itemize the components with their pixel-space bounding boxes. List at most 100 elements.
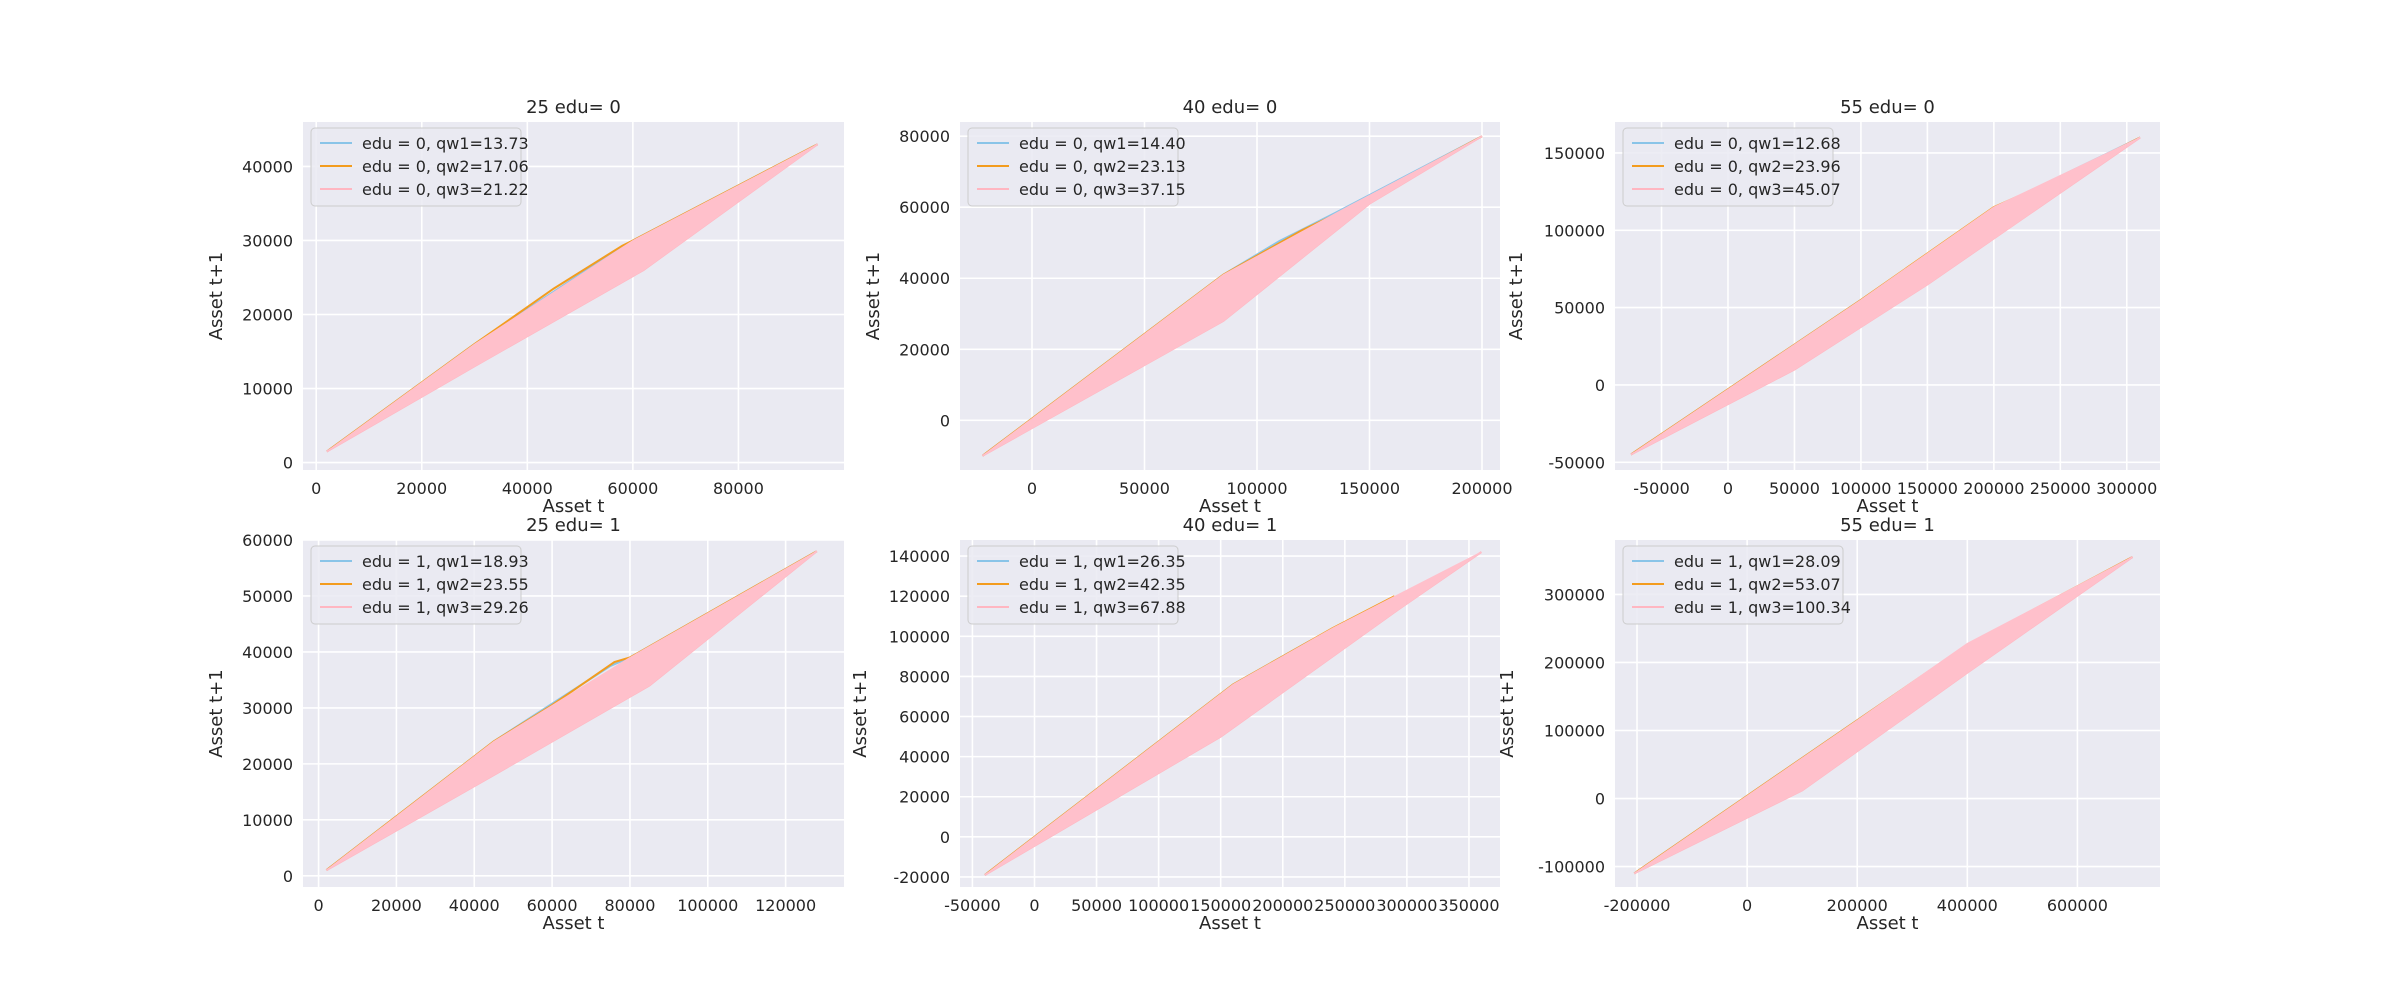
legend-box (967, 545, 1179, 625)
x-tick-label: 60000 (607, 479, 658, 498)
x-tick-label: 150000 (1339, 479, 1400, 498)
x-axis-label: Asset t (543, 496, 605, 517)
chart-panel-5: -50000 0 50000 100000 150000 200000 250000 3000… (850, 515, 1500, 934)
x-tick-label: 50000 (1769, 479, 1820, 498)
x-tick-label: 100000 (1226, 479, 1287, 498)
x-tick-label: 200000 (1451, 479, 1512, 498)
legend-box (310, 127, 522, 207)
panel-title: 40 edu= 0 (1183, 97, 1278, 118)
x-axis-label: Asset t (1199, 913, 1261, 934)
y-tick-label: 10000 (242, 380, 293, 399)
x-axis-label: Asset t (1857, 496, 1919, 517)
legend-label-1: edu = 1, qw1=18.93 (362, 552, 529, 571)
x-tick-label: 300000 (2096, 479, 2157, 498)
chart-panel-6: -200000 0 200000 400000 600000 -100000 0 100000… (1497, 515, 2160, 934)
y-tick-label: -50000 (1548, 453, 1605, 472)
legend-label-3: edu = 0, qw3=45.07 (1674, 180, 1841, 199)
panel-title: 40 edu= 1 (1183, 515, 1278, 536)
confidence-band (982, 135, 1483, 457)
y-tick-label: 50000 (1554, 299, 1605, 318)
y-tick-label: 50000 (242, 587, 293, 606)
legend-box (310, 545, 522, 625)
y-tick-label: 100000 (889, 627, 950, 646)
x-tick-label: 300000 (1376, 896, 1437, 915)
chart-panel-3: -50000 0 50000 100000 150000 200000 250000 3000… (1506, 97, 2160, 517)
x-tick-label: 20000 (396, 479, 447, 498)
x-tick-label: 350000 (1438, 896, 1499, 915)
legend-label-1: edu = 1, qw1=26.35 (1019, 552, 1186, 571)
x-tick-label: 40000 (502, 479, 553, 498)
legend-box (1622, 545, 1844, 625)
x-tick-label: -200000 (1604, 896, 1671, 915)
x-tick-label: 200000 (1252, 896, 1313, 915)
x-tick-label: -50000 (944, 896, 1001, 915)
legend-label-1: edu = 1, qw1=28.09 (1674, 552, 1841, 571)
legend-box (1622, 127, 1834, 207)
confidence-band (326, 143, 818, 452)
y-axis-label: Asset t+1 (863, 252, 884, 341)
y-tick-label: 140000 (889, 547, 950, 566)
x-tick-label: 40000 (449, 896, 500, 915)
legend-label-2: edu = 1, qw2=53.07 (1674, 575, 1841, 594)
x-tick-label: 20000 (371, 896, 422, 915)
panel-title: 25 edu= 1 (526, 515, 621, 536)
x-tick-label: 80000 (713, 479, 764, 498)
x-tick-label: 200000 (1827, 896, 1888, 915)
y-tick-label: 80000 (899, 127, 950, 146)
y-tick-label: 10000 (242, 811, 293, 830)
legend-label-2: edu = 1, qw2=23.55 (362, 575, 529, 594)
y-tick-label: 100000 (1544, 221, 1605, 240)
plot-content (1633, 556, 2134, 875)
legend-label-2: edu = 0, qw2=23.13 (1019, 157, 1186, 176)
y-tick-label: 150000 (1544, 144, 1605, 163)
y-tick-label: 200000 (1544, 653, 1605, 672)
chart-panel-1: 0 20000 40000 60000 80000 0 10000 20000 30000 400… (206, 97, 844, 517)
legend-label-3: edu = 0, qw3=21.22 (362, 180, 529, 199)
x-tick-label: 0 (1029, 896, 1039, 915)
x-tick-label: 0 (1027, 479, 1037, 498)
legend-label-2: edu = 0, qw2=17.06 (362, 157, 529, 176)
x-tick-label: 100000 (1128, 896, 1189, 915)
x-tick-label: 50000 (1071, 896, 1122, 915)
y-tick-label: 30000 (242, 699, 293, 718)
panel-title: 25 edu= 0 (526, 97, 621, 118)
y-tick-label: 20000 (242, 306, 293, 325)
y-tick-label: 0 (283, 454, 293, 473)
confidence-band (984, 551, 1482, 876)
legend-label-1: edu = 0, qw1=12.68 (1674, 134, 1841, 153)
y-tick-label: 40000 (899, 748, 950, 767)
y-tick-label: 40000 (899, 269, 950, 288)
y-axis-label: Asset t+1 (1497, 669, 1518, 758)
plot-content (1630, 136, 2141, 456)
y-tick-label: 60000 (899, 198, 950, 217)
x-tick-label: 100000 (677, 896, 738, 915)
plot-content (981, 135, 1483, 457)
y-tick-label: 300000 (1544, 585, 1605, 604)
y-tick-label: 60000 (899, 708, 950, 727)
x-tick-label: 0 (313, 896, 323, 915)
x-tick-label: -50000 (1633, 479, 1690, 498)
x-tick-label: 120000 (755, 896, 816, 915)
legend: edu = 1, qw1=18.93 edu = 1, qw2=23.55 edu … (310, 545, 529, 625)
x-tick-label: 0 (1742, 896, 1752, 915)
confidence-band (1630, 137, 2141, 455)
y-tick-label: 20000 (899, 788, 950, 807)
plot-content (325, 550, 818, 872)
plot-content (326, 143, 819, 453)
legend-label-3: edu = 1, qw3=29.26 (362, 598, 529, 617)
y-tick-label: 0 (283, 867, 293, 886)
y-tick-label: -100000 (1538, 858, 1605, 877)
legend-label-1: edu = 0, qw1=14.40 (1019, 134, 1186, 153)
x-tick-label: 0 (1723, 479, 1733, 498)
x-tick-label: 200000 (1963, 479, 2024, 498)
y-tick-label: 60000 (242, 531, 293, 550)
y-tick-label: 40000 (242, 643, 293, 662)
x-axis-label: Asset t (1199, 496, 1261, 517)
legend: edu = 0, qw1=14.40 edu = 0, qw2=23.13 edu … (967, 127, 1186, 207)
legend-label-1: edu = 0, qw1=13.73 (362, 134, 529, 153)
legend-label-2: edu = 0, qw2=23.96 (1674, 157, 1841, 176)
y-axis-label: Asset t+1 (1506, 252, 1527, 341)
legend-label-3: edu = 1, qw3=100.34 (1674, 598, 1851, 617)
